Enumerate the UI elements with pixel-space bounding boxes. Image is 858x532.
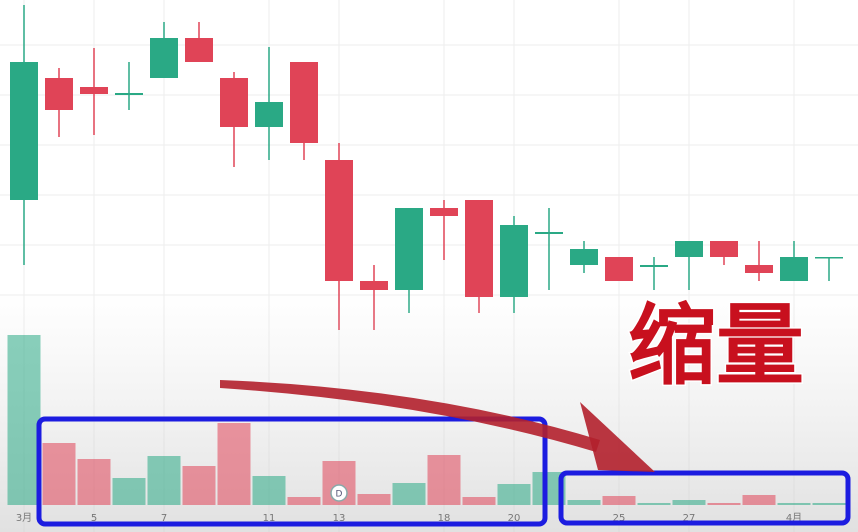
candle-body <box>360 281 388 290</box>
candle-body <box>815 257 843 259</box>
candle-body <box>395 208 423 290</box>
candle-body <box>115 93 143 95</box>
volume-bar <box>637 503 671 505</box>
x-tick-label: 25 <box>613 513 626 524</box>
volume-bar <box>112 478 146 505</box>
volume-bar <box>217 423 251 505</box>
x-tick-label: 11 <box>263 513 276 524</box>
volume-bar <box>147 456 181 505</box>
candle-body <box>255 102 283 127</box>
candle-body <box>150 38 178 78</box>
candle-body <box>675 241 703 257</box>
candle-body <box>605 257 633 281</box>
x-tick-label: 20 <box>508 513 521 524</box>
volume-bar <box>77 459 111 505</box>
candle-body <box>80 87 108 94</box>
x-tick-label: 7 <box>161 513 167 524</box>
volume-bar <box>462 497 496 505</box>
candle-body <box>465 200 493 297</box>
candles <box>10 5 843 330</box>
candle-body <box>710 241 738 257</box>
volume-bar <box>777 503 811 505</box>
candle-body <box>535 232 563 234</box>
candle-body <box>780 257 808 281</box>
volume-bar <box>672 500 706 505</box>
volume-bar <box>742 495 776 505</box>
candle-body <box>745 265 773 273</box>
x-tick-label: 27 <box>683 513 696 524</box>
candle-body <box>185 38 213 62</box>
highlight-box <box>558 470 851 526</box>
volume-bar <box>427 455 461 505</box>
x-tick-label: 13 <box>333 513 346 524</box>
candle-body <box>290 62 318 143</box>
volume-bar <box>42 443 76 505</box>
x-tick-label: 3月 <box>16 512 32 524</box>
event-marker <box>330 484 348 502</box>
x-tick-label: 5 <box>91 513 97 524</box>
volume-bar <box>497 484 531 505</box>
volume-bar <box>182 466 216 505</box>
volume-bar <box>392 483 426 505</box>
candle-body <box>570 249 598 265</box>
candle-body <box>325 160 353 281</box>
candle-body <box>500 225 528 297</box>
event-marker-label: D <box>336 490 343 500</box>
arrow <box>220 380 600 452</box>
volume <box>7 335 846 505</box>
candle-body <box>45 78 73 110</box>
volume-bar <box>252 476 286 505</box>
volume-bar <box>287 497 321 505</box>
annotation: 缩量 <box>628 294 804 397</box>
volume-bar <box>567 500 601 505</box>
x-tick-label: 18 <box>438 513 451 524</box>
highlight-box <box>36 416 548 527</box>
volume-bar <box>7 335 41 505</box>
candle-body <box>10 62 38 200</box>
volume-bar <box>602 496 636 505</box>
volume-bar <box>707 503 741 505</box>
candle-body <box>430 208 458 216</box>
arrow-head <box>580 402 655 472</box>
candle-body <box>220 78 248 127</box>
volume-bar <box>812 503 846 505</box>
volume-bar <box>357 494 391 505</box>
candle-body <box>640 265 668 267</box>
